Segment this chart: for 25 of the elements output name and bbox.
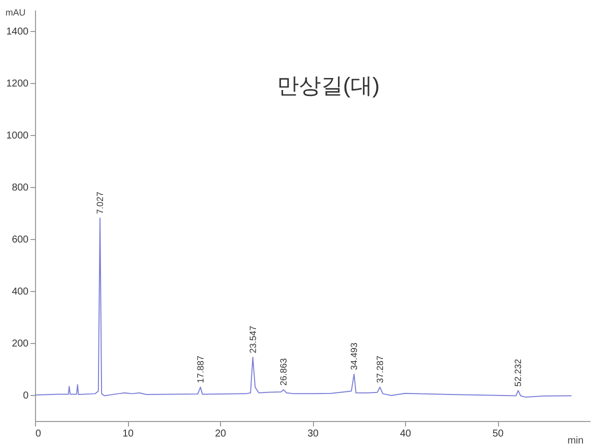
y-tick-label: 200 bbox=[12, 338, 29, 350]
x-tick-label: 50 bbox=[492, 428, 504, 440]
annotation: 26.863 bbox=[278, 358, 288, 386]
annotation: 7.027 bbox=[95, 192, 105, 214]
annotation: 23.547 bbox=[248, 326, 258, 354]
x-tick-label: 40 bbox=[400, 428, 412, 440]
y-tick-label: 400 bbox=[12, 286, 29, 298]
x-tick-label: 30 bbox=[307, 428, 319, 440]
annotation: 52.232 bbox=[513, 359, 524, 387]
x-tick-label: 10 bbox=[122, 428, 134, 440]
text: 만상길(대) bbox=[277, 73, 380, 98]
annotation: 34.493 bbox=[349, 342, 360, 370]
y-tick-label: 800 bbox=[12, 182, 29, 194]
y-tick-label: 1000 bbox=[6, 130, 29, 142]
y-axis-title: mAU bbox=[6, 8, 26, 18]
y-tick-label: 0 bbox=[22, 390, 29, 402]
y-tick-label: 600 bbox=[12, 234, 29, 246]
line-series bbox=[34, 218, 572, 398]
x-tick-label: 20 bbox=[214, 428, 226, 440]
y-tick-label: 1400 bbox=[6, 26, 29, 38]
annotation: 37.287 bbox=[374, 356, 385, 384]
x-tick-label: 0 bbox=[36, 428, 42, 440]
x-axis-title: min bbox=[567, 436, 584, 446]
annotation: 17.887 bbox=[195, 356, 206, 384]
y-tick-label: 1200 bbox=[6, 78, 29, 90]
